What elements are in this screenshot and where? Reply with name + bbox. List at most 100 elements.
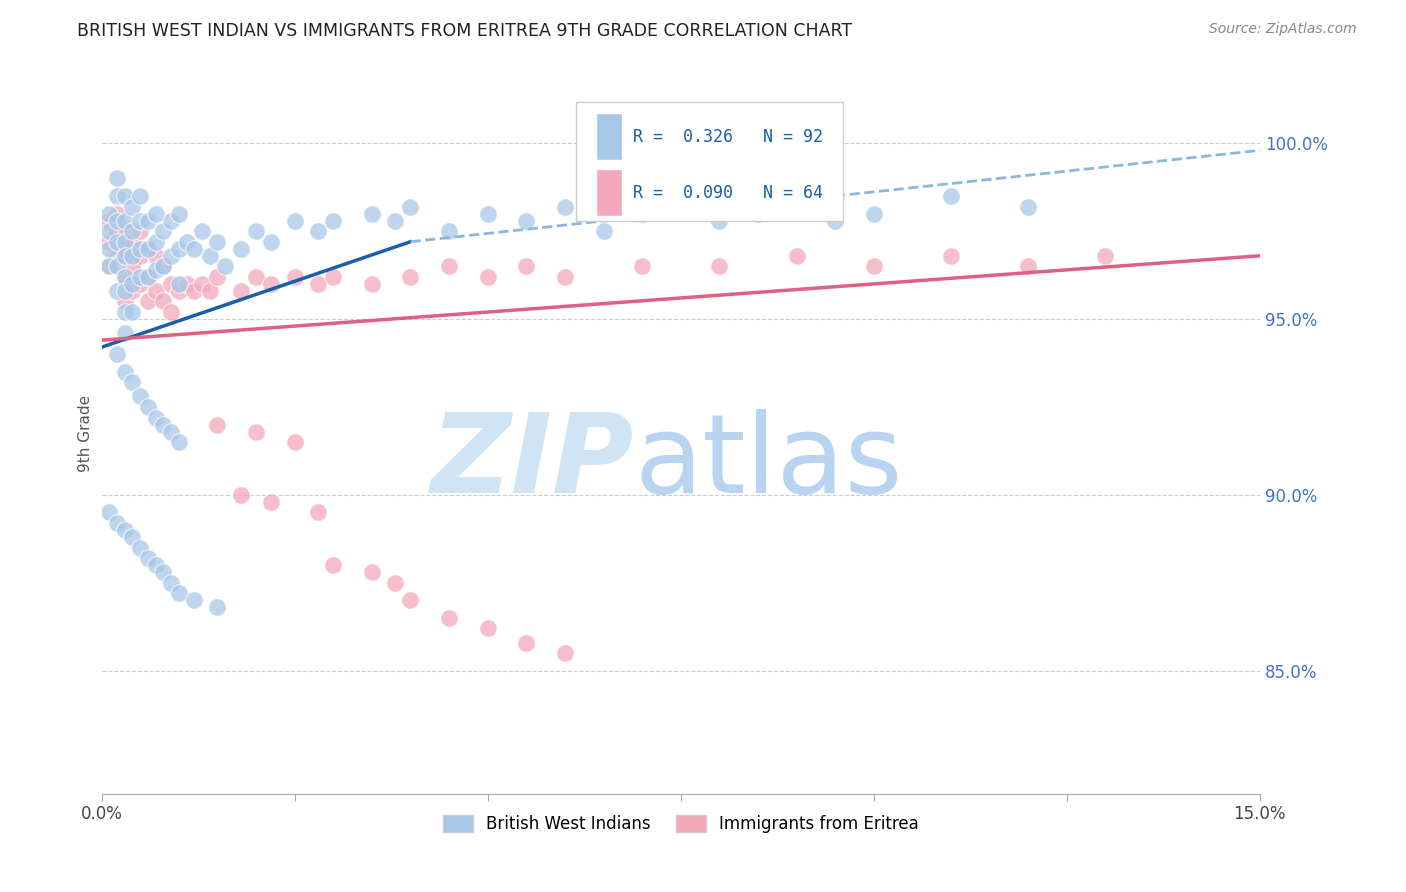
Point (284, 435, 307, 450)
Point (98, 235, 121, 249)
Point (98, 213, 121, 227)
Point (105, 260, 128, 274)
Point (167, 586, 190, 600)
Point (191, 224, 214, 238)
Point (114, 326, 136, 340)
Point (198, 249, 221, 263)
Point (207, 417, 229, 432)
Point (322, 213, 344, 227)
Point (114, 242, 136, 256)
Point (229, 488, 252, 502)
Point (98, 242, 121, 256)
Point (114, 305, 136, 319)
Point (136, 269, 159, 284)
Point (129, 541, 152, 555)
Point (307, 224, 329, 238)
FancyBboxPatch shape (576, 102, 842, 220)
Point (129, 389, 152, 403)
Point (105, 206, 128, 220)
Legend: British West Indians, Immigrants from Eritrea: British West Indians, Immigrants from Er… (436, 808, 925, 839)
Point (114, 294, 136, 309)
Point (152, 417, 174, 432)
Point (121, 277, 143, 291)
Point (1094, 249, 1116, 263)
Point (114, 523, 136, 537)
Point (360, 565, 382, 579)
Point (121, 305, 143, 319)
Point (114, 224, 136, 238)
Point (136, 213, 159, 227)
Point (1017, 260, 1039, 274)
Point (167, 277, 190, 291)
Point (145, 249, 167, 263)
Point (98, 206, 121, 220)
Text: BRITISH WEST INDIAN VS IMMIGRANTS FROM ERITREA 9TH GRADE CORRELATION CHART: BRITISH WEST INDIAN VS IMMIGRANTS FROM E… (77, 22, 852, 40)
Point (152, 260, 174, 274)
Point (129, 213, 152, 227)
Point (152, 260, 174, 274)
Point (121, 376, 143, 390)
Point (360, 277, 382, 291)
Point (437, 224, 460, 238)
Point (207, 269, 229, 284)
Point (129, 277, 152, 291)
Point (437, 260, 460, 274)
Point (145, 206, 167, 220)
Point (136, 400, 159, 414)
Point (214, 260, 236, 274)
Point (160, 213, 183, 227)
Point (284, 213, 307, 227)
Point (307, 277, 329, 291)
Point (136, 269, 159, 284)
Point (121, 284, 143, 298)
Point (515, 260, 537, 274)
Point (183, 593, 205, 607)
Point (145, 558, 167, 573)
Point (160, 425, 183, 439)
Point (207, 235, 229, 249)
Point (121, 260, 143, 274)
Point (747, 206, 769, 220)
Point (145, 263, 167, 277)
Point (477, 269, 499, 284)
Point (136, 551, 159, 566)
Point (114, 213, 136, 227)
Point (176, 277, 198, 291)
Point (114, 269, 136, 284)
Point (862, 206, 884, 220)
Point (167, 242, 190, 256)
Point (114, 235, 136, 249)
Point (554, 200, 576, 214)
Point (260, 235, 283, 249)
Point (129, 242, 152, 256)
Point (152, 565, 174, 579)
Point (98, 505, 121, 519)
Point (360, 206, 382, 220)
Point (399, 269, 422, 284)
Point (121, 235, 143, 249)
Point (105, 249, 128, 263)
Point (245, 224, 267, 238)
Point (709, 213, 731, 227)
Point (160, 277, 183, 291)
Bar (596, 113, 621, 160)
Point (129, 189, 152, 203)
Point (786, 249, 808, 263)
Point (191, 277, 214, 291)
Point (129, 224, 152, 238)
Point (121, 200, 143, 214)
Point (229, 284, 252, 298)
Point (105, 284, 128, 298)
Point (207, 600, 229, 615)
Point (284, 269, 307, 284)
Point (114, 365, 136, 379)
Point (824, 213, 846, 227)
Point (121, 224, 143, 238)
Point (183, 284, 205, 298)
Point (105, 224, 128, 238)
Point (939, 189, 962, 203)
Point (786, 200, 808, 214)
Point (399, 200, 422, 214)
Point (176, 235, 198, 249)
Point (167, 206, 190, 220)
